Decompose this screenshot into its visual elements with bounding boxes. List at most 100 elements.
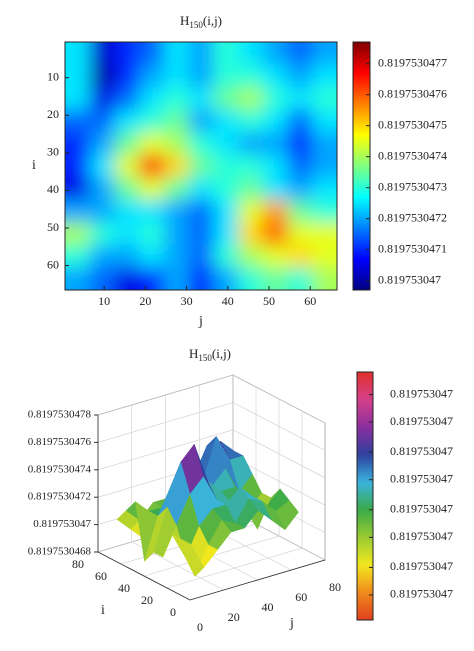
x-tick-label: 60 — [304, 294, 316, 308]
heatmap-cell — [312, 177, 337, 201]
x-axis-label: j — [198, 314, 203, 329]
heatmap-cell — [213, 267, 239, 290]
x-tick-label: 50 — [263, 294, 275, 308]
y-axis-label: i — [101, 603, 105, 618]
heatmap-cell — [213, 244, 239, 268]
y-tick-label: 60 — [95, 569, 107, 583]
heatmap-cell — [312, 42, 337, 66]
heatmap-cell — [89, 267, 115, 290]
heatmap-cell — [163, 64, 190, 88]
title-subscript: 150 — [189, 20, 203, 30]
heatmap-cell — [163, 132, 190, 156]
title-text: (i,j) — [212, 346, 231, 361]
heatmap-cell — [114, 267, 140, 290]
heatmap-cell — [238, 199, 264, 223]
colorbar-tick-label: 0.8197530472 — [378, 210, 447, 224]
y-tick-label: 40 — [47, 182, 59, 196]
heatmap-cell — [287, 177, 313, 201]
heatmap-cell — [238, 109, 264, 133]
z-tick-label: 0.8197530472 — [28, 491, 91, 503]
heatmap-cell — [139, 87, 165, 111]
colorbar-tick-label: 0.819753047 — [390, 502, 453, 516]
heatmap-cell — [65, 132, 91, 156]
heatmap-cell — [89, 42, 115, 66]
heatmap-cell — [139, 42, 165, 66]
chart-title: H150(i,j) — [189, 346, 231, 363]
surface-patch — [180, 538, 205, 577]
z-tick-label: 0.8197530476 — [28, 436, 92, 448]
y-tick-label: 30 — [47, 145, 59, 159]
heatmap-cell — [262, 222, 289, 246]
grid-line — [97, 429, 326, 479]
heatmap-frame — [64, 41, 338, 291]
heatmap-cell — [89, 87, 115, 111]
axis-edge — [97, 551, 326, 601]
z-tick-label: 0.8197530474 — [28, 463, 92, 475]
heatmap-cell — [163, 154, 190, 178]
heatmap-cell — [262, 64, 289, 88]
heatmap-cell — [114, 154, 140, 178]
heatmap-cell — [163, 244, 190, 268]
z-tick-label: 0.8197530468 — [28, 546, 92, 558]
heatmap-cell — [139, 244, 165, 268]
heatmap-cell — [238, 87, 264, 111]
colorbar-tick-label: 0.8197530474 — [378, 148, 447, 162]
heatmap-cell — [312, 109, 337, 133]
x-tick-label: 20 — [139, 294, 151, 308]
colorbar-tick-label: 0.819753047 — [390, 414, 453, 428]
heatmap-cell — [65, 42, 91, 66]
heatmap-cell — [188, 222, 214, 246]
title-text: (i,j) — [203, 13, 222, 28]
heatmap-cell — [262, 109, 289, 133]
heatmap-cell — [213, 132, 239, 156]
colorbar-tick-label: 0.8197530473 — [378, 179, 447, 193]
title-subscript: 150 — [198, 353, 212, 363]
heatmap-cell — [238, 42, 264, 66]
heatmap-cell — [287, 132, 313, 156]
y-tick-label: 20 — [47, 107, 59, 121]
heatmap-cell — [114, 132, 140, 156]
heatmap-cell — [213, 222, 239, 246]
heatmap-cell — [65, 244, 91, 268]
x-tick-label: 20 — [228, 610, 240, 624]
heatmap-cell — [188, 132, 214, 156]
heatmap-cell — [213, 64, 239, 88]
colorbar-tick-label: 0.8197530475 — [378, 117, 447, 131]
heatmap-cell — [213, 87, 239, 111]
heatmap-cell — [65, 222, 91, 246]
heatmap-cell — [114, 87, 140, 111]
colorbar-tick-label: 0.819753047 — [390, 471, 453, 485]
heatmap-cell — [262, 87, 289, 111]
colorbar-tick-label: 0.819753047 — [390, 386, 453, 400]
heatmap-cell — [262, 154, 289, 178]
heatmap-cell — [312, 199, 337, 223]
heatmap-cell — [163, 222, 190, 246]
colorbar-tick-label: 0.8197530477 — [378, 55, 447, 69]
y-tick-label: 50 — [47, 220, 59, 234]
y-tick-label: 80 — [72, 557, 84, 571]
heatmap-cell — [188, 244, 214, 268]
heatmap-cell — [114, 244, 140, 268]
x-tick-label: 80 — [329, 580, 341, 594]
z-tick-label: 0.8197530478 — [28, 409, 92, 421]
heatmap-cell — [89, 244, 115, 268]
heatmap-cell — [114, 42, 140, 66]
heatmap-cell — [163, 199, 190, 223]
heatmap-cell — [262, 132, 289, 156]
heatmap-cell — [312, 267, 337, 290]
heatmap-cell — [89, 64, 115, 88]
y-tick-label: 40 — [118, 581, 130, 595]
heatmap-cell — [238, 177, 264, 201]
heatmap-cell — [139, 199, 165, 223]
heatmap-cell — [139, 154, 165, 178]
heatmap-cell — [238, 267, 264, 290]
heatmap-cell — [262, 199, 289, 223]
y-axis-label: i — [32, 158, 36, 173]
colorbar-tick-label: 0.819753047 — [390, 587, 453, 601]
heatmap-cell — [65, 109, 91, 133]
heatmap-cell — [89, 109, 115, 133]
heatmap-cell — [287, 267, 313, 290]
heatmap-cell — [114, 199, 140, 223]
heatmap-cell — [287, 199, 313, 223]
